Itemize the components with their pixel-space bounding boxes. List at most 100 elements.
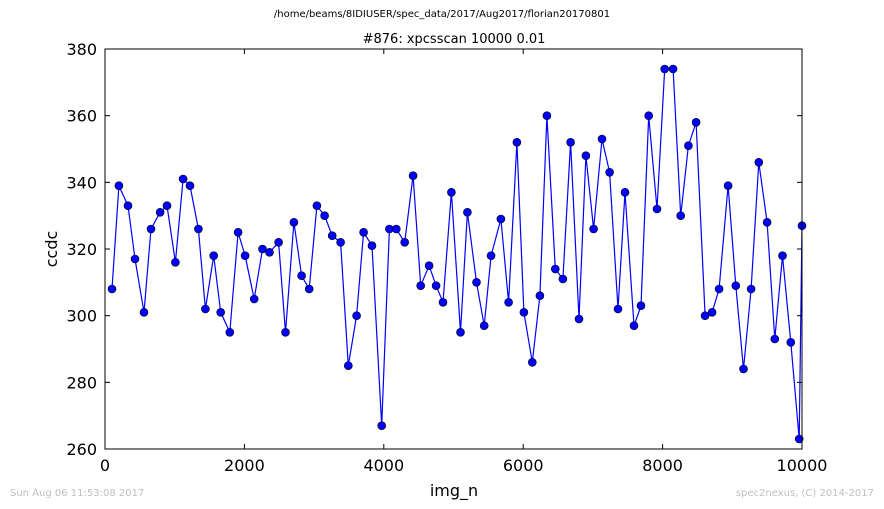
data-point <box>512 138 522 147</box>
data-point <box>139 307 149 317</box>
data-point <box>691 118 701 127</box>
y-tick-label: 340 <box>66 173 97 192</box>
y-axis-label: ccdc <box>42 231 61 268</box>
data-point <box>566 138 575 147</box>
data-point <box>304 284 314 294</box>
figure-suptitle: /home/beams/8IDIUSER/spec_data/2017/Aug2… <box>273 9 611 20</box>
chart-title: #876: xpcsscan 10000 0.01 <box>363 32 546 47</box>
data-point <box>597 134 607 144</box>
data-point <box>723 181 733 190</box>
data-point <box>265 248 274 257</box>
data-point <box>107 284 117 294</box>
data-point <box>731 281 741 291</box>
x-tick-label: 6000 <box>503 456 544 475</box>
data-point <box>336 238 345 247</box>
data-point <box>794 434 804 444</box>
y-tick-label: 320 <box>66 240 97 259</box>
data-point <box>225 327 235 337</box>
data-point <box>233 228 243 237</box>
data-point <box>668 64 678 74</box>
x-tick-label: 0 <box>100 456 110 475</box>
x-tick-label: 4000 <box>363 456 404 475</box>
axes-frame <box>104 48 803 450</box>
data-point <box>240 251 250 260</box>
data-point <box>676 211 686 220</box>
data-point <box>652 204 662 214</box>
data-point <box>700 311 710 321</box>
data-point <box>312 201 322 210</box>
data-point <box>660 64 670 74</box>
data-point <box>400 238 410 247</box>
data-point <box>216 307 225 317</box>
data-point <box>707 307 717 317</box>
y-tick-label: 300 <box>66 307 97 326</box>
data-point <box>391 224 401 234</box>
data-point <box>786 337 796 347</box>
data-point <box>519 307 529 317</box>
data-point <box>605 168 614 177</box>
y-tick-label: 360 <box>66 107 97 126</box>
data-point <box>496 214 506 224</box>
data-point <box>447 188 456 197</box>
data-point <box>754 158 764 167</box>
data-point <box>613 304 623 314</box>
data-point <box>714 284 724 294</box>
x-tick-label: 10000 <box>777 456 828 475</box>
data-point <box>636 301 646 311</box>
data-point <box>684 141 693 150</box>
data-point <box>550 264 560 274</box>
data-point <box>424 261 434 271</box>
data-point <box>155 208 165 217</box>
data-point <box>289 218 299 227</box>
data-point <box>130 254 140 264</box>
data-point <box>629 321 639 331</box>
data-point <box>377 421 387 431</box>
x-tick-label: 2000 <box>224 456 265 475</box>
data-point <box>258 244 267 254</box>
plot-area <box>107 64 807 444</box>
y-tick-label: 380 <box>66 40 97 59</box>
data-point <box>146 224 156 234</box>
data-point <box>162 201 172 210</box>
data-point <box>249 294 259 304</box>
data-point <box>770 334 780 344</box>
data-point <box>343 361 353 371</box>
data-point <box>746 284 756 294</box>
data-point <box>178 174 188 184</box>
data-point <box>644 111 654 120</box>
data-point <box>472 277 481 287</box>
x-axis-ticks: 0 2000 4000 6000 8000 10000 <box>100 49 828 475</box>
data-point <box>486 251 496 260</box>
data-point <box>762 218 772 227</box>
data-point <box>408 171 418 180</box>
footer-timestamp: Sun Aug 06 11:53:08 2017 <box>10 488 145 499</box>
data-point <box>194 224 203 234</box>
data-point <box>456 327 465 337</box>
data-point <box>201 304 210 314</box>
data-point <box>320 211 329 220</box>
data-point <box>297 271 306 281</box>
data-point <box>359 228 368 237</box>
data-point <box>431 281 441 291</box>
y-axis-ticks: 260 280 300 320 340 360 380 <box>66 40 802 459</box>
data-point <box>209 251 218 260</box>
data-point <box>463 208 472 217</box>
data-point <box>352 311 361 321</box>
data-point <box>123 201 133 210</box>
footer-credit: spec2nexus, (C) 2014-2017 <box>735 488 874 499</box>
y-tick-label: 280 <box>66 373 97 392</box>
data-point <box>416 281 426 291</box>
data-point <box>479 321 489 331</box>
data-point <box>274 238 283 247</box>
data-point <box>171 257 180 267</box>
data-point <box>504 297 513 307</box>
data-point <box>327 231 337 240</box>
data-point <box>535 291 545 301</box>
data-point <box>574 314 584 324</box>
data-point <box>114 181 124 190</box>
data-point <box>281 327 290 337</box>
data-point <box>438 297 448 307</box>
data-point <box>581 151 591 160</box>
data-point <box>185 181 195 190</box>
